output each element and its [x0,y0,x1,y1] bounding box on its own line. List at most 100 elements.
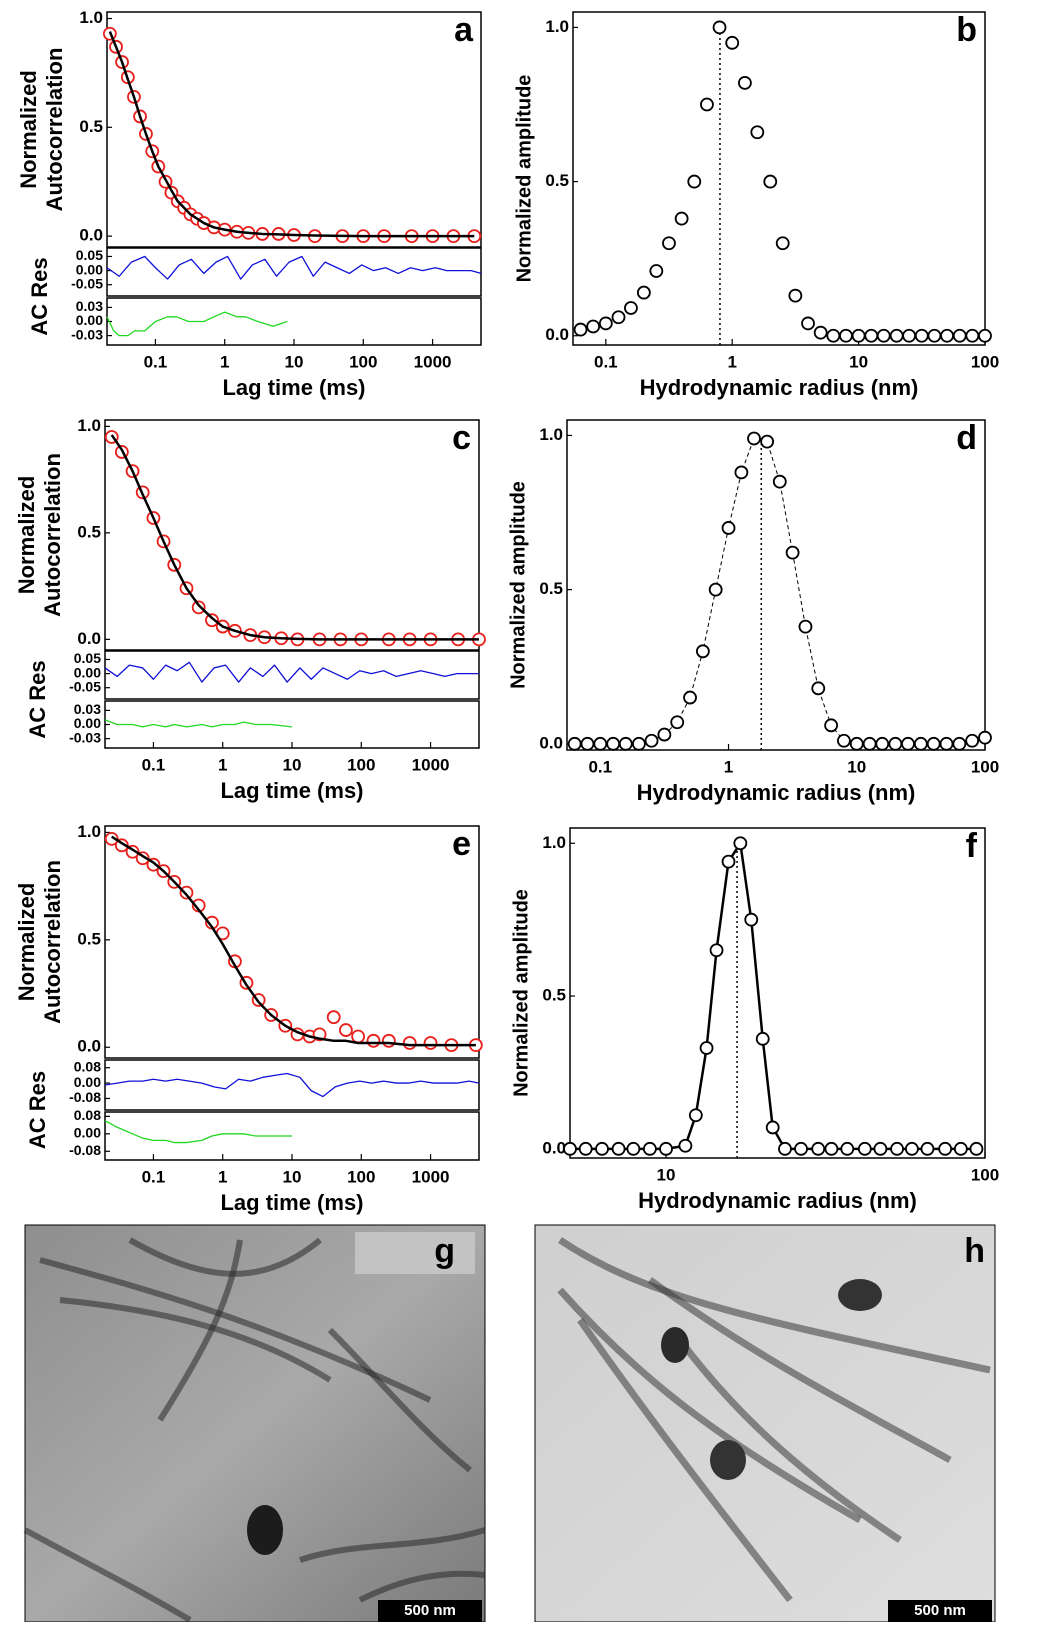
data-point [801,316,815,331]
data-point [700,97,714,112]
data-point [824,718,839,733]
scale-bar [378,1600,482,1622]
data-point [965,733,980,748]
data-point [326,1010,341,1025]
plot-frame [104,825,480,1059]
data-point [876,328,891,343]
data-point [953,1141,968,1156]
data-point [969,1141,984,1156]
y-axis-title: Normalized amplitude [513,75,535,283]
data-point [688,1108,703,1123]
panel-label: e [452,825,471,863]
data-point [721,854,736,869]
data-point [578,1141,593,1156]
y-axis-title: Normalized [16,70,41,189]
y-tick-label: 0.0 [77,1037,101,1056]
data-point [662,236,676,251]
data-point [901,736,915,751]
y-tick-label: 0.08 [74,1107,101,1123]
data-point [794,1141,808,1156]
y-tick-label: 0.00 [74,664,101,680]
x-tick-label: 0.1 [144,352,168,371]
data-point [649,264,664,278]
panel-label: f [966,827,978,865]
dark-aggregate [247,1505,283,1555]
data-point [657,727,672,742]
y-tick-label: -0.03 [69,729,101,745]
data-point [811,1141,826,1156]
data-point [567,736,582,751]
data-point [890,1141,904,1156]
label-bg [355,1232,475,1274]
y-tick-label: 0.0 [77,629,101,648]
x-tick-label: 0.1 [142,1167,166,1186]
data-point [670,715,685,730]
data-point [939,736,954,751]
y-tick-label: 1.0 [539,425,563,444]
data-point [593,736,608,751]
data-point [683,690,697,705]
y-axis-title: AC Res [25,1071,50,1149]
x-tick-label: 0.1 [588,757,612,776]
y-tick-label: -0.08 [69,1142,101,1158]
x-tick-label: 0.1 [142,755,166,774]
y-axis-title: Autocorrelation [42,48,67,212]
data-point [402,1036,417,1050]
data-point [840,1141,855,1156]
data-point [636,285,651,300]
data-point [423,1036,438,1050]
data-point [586,319,601,334]
dark-aggregate [838,1279,882,1311]
y-tick-label: 0.0 [542,1138,566,1157]
x-tick-label: 10 [657,1165,676,1184]
data-point [659,1141,673,1156]
data-point [366,1033,381,1048]
data-point [191,600,206,615]
panel-label: c [452,419,471,457]
x-tick-label: 100 [349,352,377,371]
data-point [889,328,904,343]
data-point [765,1120,780,1135]
plot-frame [104,1059,480,1111]
data-point [381,1033,396,1048]
dark-aggregate [661,1327,689,1363]
plot-frame [104,419,480,651]
data-point [624,301,638,315]
y-tick-label: -0.08 [69,1089,101,1105]
y-tick-label: 0.08 [74,1058,101,1074]
y-tick-label: 0.00 [74,715,101,731]
y-tick-label: 0.0 [545,325,569,344]
data-point [642,1141,657,1156]
data-point [598,316,613,331]
x-axis-title: Hydrodynamic radius (nm) [637,780,916,805]
scale-bar-label: 500 nm [404,1602,456,1619]
data-point [699,1041,714,1055]
x-tick-label: 100 [347,1167,375,1186]
data-point [862,736,877,751]
data-point [775,236,790,251]
data-point [339,1023,353,1037]
data-point [813,325,828,340]
x-tick-label: 1000 [412,755,450,774]
panel-label: d [956,419,977,457]
dark-aggregate [710,1440,746,1480]
data-point [864,328,879,343]
data-point [760,434,775,449]
data-line [106,255,482,280]
x-tick-label: 1 [218,755,227,774]
x-axis-title: Hydrodynamic radius (nm) [638,1188,917,1213]
data-point [709,943,724,958]
plot-frame [104,700,480,749]
y-tick-label: 0.05 [76,247,103,263]
data-point [965,328,980,343]
y-tick-label: 0.0 [539,733,563,752]
data-point [104,831,119,846]
x-axis-title: Lag time (ms) [220,778,363,803]
y-tick-label: 0.5 [77,522,101,541]
tem-background [24,1224,486,1623]
data-point [747,431,761,446]
y-tick-label: -0.03 [71,326,103,342]
scale-bar-label: 500 nm [914,1602,966,1619]
